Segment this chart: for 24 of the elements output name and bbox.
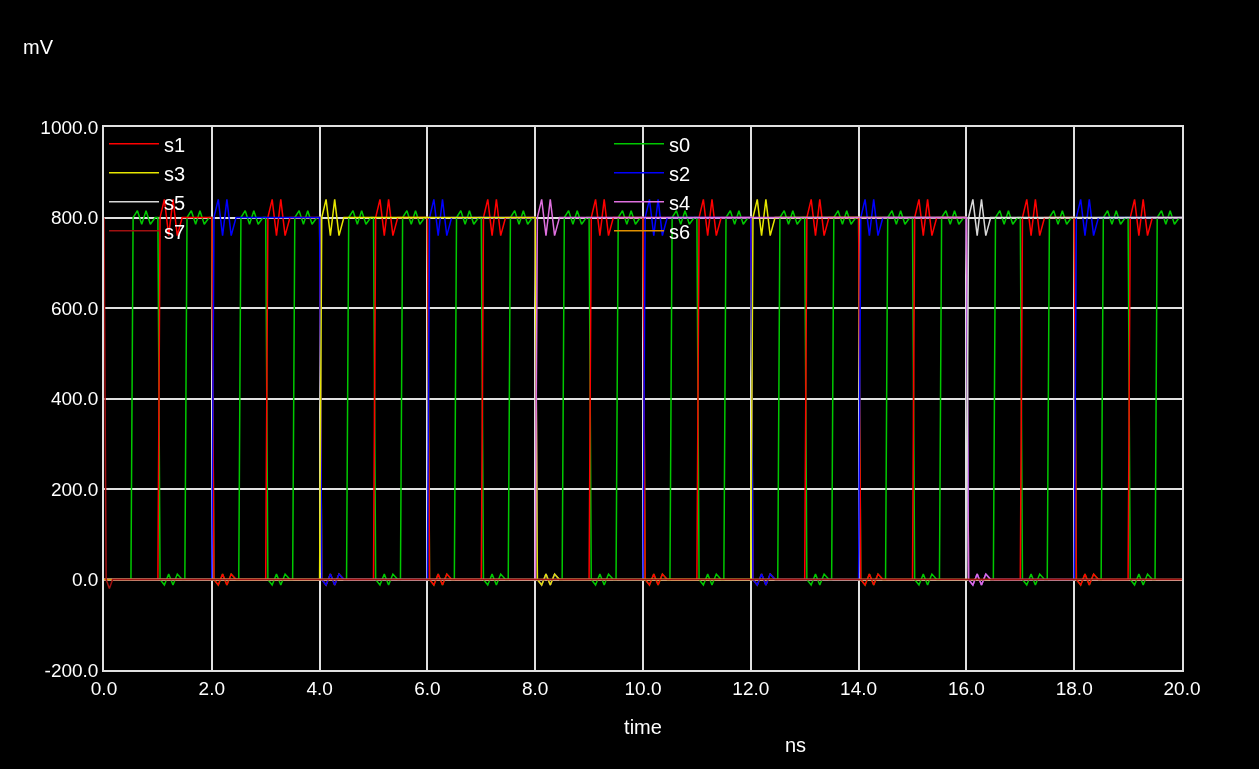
x-tick-label: 12.0 [732,677,770,699]
x-tick-label: 2.0 [198,677,226,699]
legend-label: s1 [164,133,186,156]
x-tick-label: 8.0 [521,677,549,699]
x-tick-label: 16.0 [947,677,985,699]
y-tick-label: 200.0 [50,478,99,500]
legend-label: s2 [669,162,691,185]
y-tick-label: 400.0 [50,388,99,410]
y-tick-label: 0.0 [72,569,99,591]
x-tick-label: 6.0 [414,677,441,699]
y-tick-label: 800.0 [50,207,99,229]
x-tick-label: 20.0 [1163,677,1201,699]
x-tick-label: 10.0 [624,677,662,699]
legend-label: s3 [164,162,186,185]
legend-label: s0 [669,133,691,156]
y-tick-label: 1000.0 [40,116,99,138]
y-axis-title: mV [23,36,54,58]
x-axis-title: time [624,715,662,738]
x-tick-label: 4.0 [306,677,333,699]
x-tick-label: 18.0 [1055,677,1093,699]
legend-label: s4 [669,191,691,214]
x-tick-label: 14.0 [840,677,878,699]
y-tick-label: 600.0 [50,297,99,319]
text: ns [785,734,807,756]
